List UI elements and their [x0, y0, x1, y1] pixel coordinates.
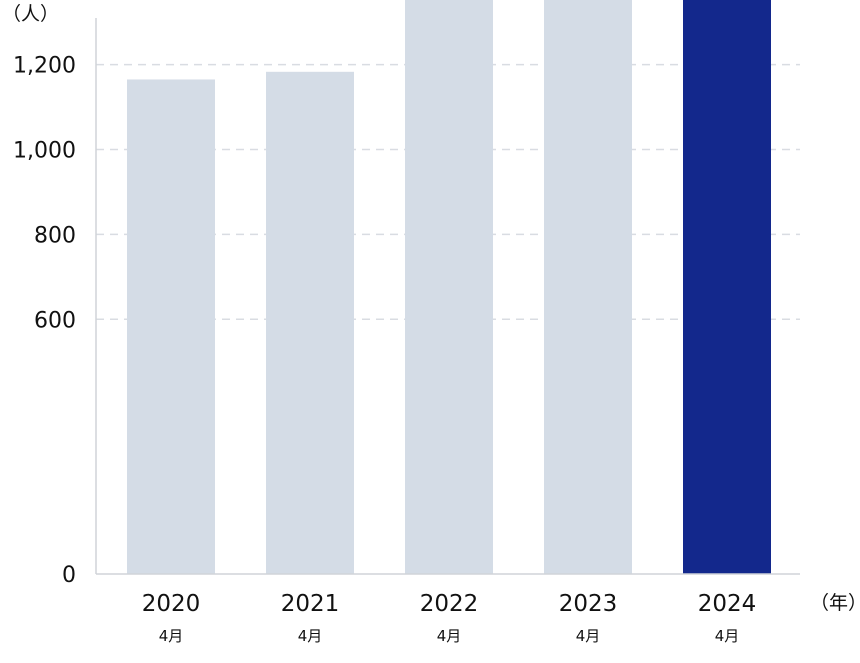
bars [127, 0, 771, 575]
x-tick-labels: 2020 4月 2021 4月 2022 4月 2023 4月 2024 4月 [142, 591, 757, 645]
y-tick-label: 1,200 [13, 54, 76, 79]
y-axis-unit-label: （人） [2, 3, 59, 25]
bar-2024 [683, 0, 771, 575]
x-tick-sublabel: 4月 [298, 627, 323, 645]
y-tick-label: 1,000 [13, 139, 76, 164]
x-tick-label: 2023 [559, 591, 618, 617]
bar-2022 [405, 0, 493, 574]
bar-2021 [266, 71, 354, 574]
y-tick-label: 800 [34, 223, 76, 248]
x-tick-label: 2022 [420, 591, 479, 617]
axes [95, 18, 800, 575]
y-tick-label: 600 [34, 308, 76, 333]
x-tick-label: 2024 [698, 591, 757, 617]
x-axis-unit-label: （年） [810, 592, 860, 614]
x-tick-label: 2020 [142, 591, 201, 617]
bar-2023 [544, 0, 632, 575]
bar-2020 [127, 79, 215, 575]
x-tick-label: 2021 [281, 591, 340, 617]
x-tick-sublabel: 4月 [437, 627, 462, 645]
x-tick-sublabel: 4月 [159, 627, 184, 645]
x-tick-sublabel: 4月 [715, 627, 740, 645]
x-tick-sublabel: 4月 [576, 627, 601, 645]
y-tick-label: 0 [62, 563, 76, 588]
